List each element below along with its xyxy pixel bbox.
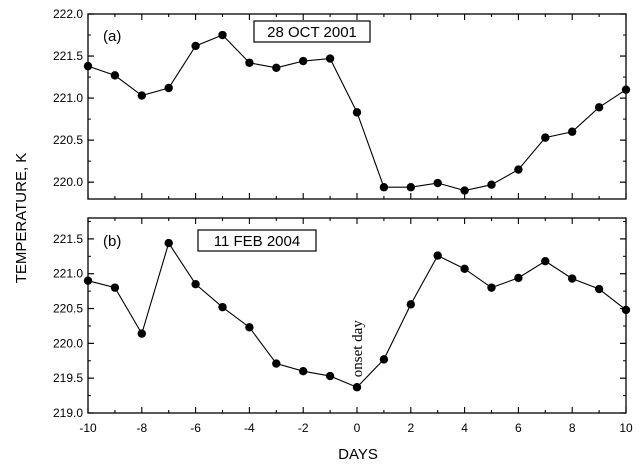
data-point	[568, 127, 577, 136]
data-point	[272, 359, 281, 368]
data-point	[83, 276, 93, 285]
data-point	[406, 183, 415, 192]
y-tick-label: 220.5	[53, 133, 83, 147]
data-point	[433, 251, 442, 260]
data-point	[191, 279, 200, 289]
y-tick-label: 220.5	[53, 302, 83, 316]
x-tick-label: -6	[190, 421, 201, 435]
data-point	[325, 54, 335, 63]
y-tick-label: 222.0	[53, 7, 83, 21]
data-point	[594, 103, 604, 112]
y-tick-label: 221.0	[53, 267, 83, 281]
data-point	[137, 329, 146, 338]
x-tick-label: -10	[79, 421, 97, 435]
panel-b: 219.0 219.5 220.0 220.5 221.0 221.5 (b) 11 FEB …	[53, 217, 631, 420]
date-label-box	[197, 229, 317, 252]
date-label: 11 FEB 2004	[214, 233, 300, 250]
date-label: 28 OCT 2001	[267, 24, 357, 41]
data-point	[299, 56, 308, 66]
data-point	[164, 238, 173, 248]
x-tick-label: 2	[407, 421, 414, 435]
data-point	[272, 63, 281, 73]
data-point	[406, 300, 415, 309]
y-tick-label: 219.5	[53, 371, 83, 385]
data-point	[460, 186, 469, 195]
y-axis-title: TEMPERATURE, K	[13, 153, 30, 284]
x-tick-label: -2	[298, 421, 309, 435]
data-point	[621, 85, 631, 94]
data-point	[379, 183, 389, 192]
y-tick-label: 219.0	[53, 406, 83, 420]
y-tick-label: 221.5	[53, 232, 83, 246]
data-point	[191, 41, 200, 51]
data-point	[110, 283, 120, 292]
onset-day-annotation: onset day	[350, 320, 366, 378]
data-point	[352, 108, 362, 117]
x-tick-label: -8	[136, 421, 147, 435]
x-axis-tick-labels: -10 -8 -6 -4 -2 0 2 4 6 8 10	[79, 421, 633, 435]
data-point	[352, 383, 362, 392]
y-tick-label: 221.0	[53, 91, 83, 105]
x-tick-label: 4	[461, 421, 468, 435]
panel-tag: (b)	[103, 233, 121, 250]
data-point	[594, 284, 604, 294]
data-point	[460, 264, 469, 274]
data-point	[218, 302, 227, 312]
data-point	[379, 355, 389, 364]
data-point	[514, 165, 523, 174]
panel-a: 220.0 220.5 221.0 221.5 222.0 (a) 28 OCT 2001	[53, 7, 631, 200]
data-point	[568, 274, 577, 283]
data-point	[621, 305, 631, 315]
date-label-box	[253, 20, 371, 43]
x-tick-label: 10	[619, 421, 633, 435]
data-point	[245, 58, 254, 67]
data-point	[137, 91, 146, 100]
y-tick-label: 220.0	[53, 175, 83, 189]
data-point	[514, 273, 523, 283]
y-tick-label: 220.0	[53, 336, 83, 350]
y-tick-label: 221.5	[53, 49, 83, 63]
x-tick-label: -4	[244, 421, 255, 435]
data-point	[245, 323, 254, 332]
data-point	[487, 283, 496, 292]
data-point	[433, 178, 442, 188]
x-tick-label: 8	[569, 421, 576, 435]
data-point	[541, 133, 550, 142]
data-point	[164, 83, 173, 93]
data-point	[218, 30, 227, 40]
data-point	[325, 371, 335, 381]
data-point	[541, 256, 550, 266]
x-axis-title: DAYS	[338, 446, 378, 463]
data-point	[487, 180, 496, 189]
panel-tag: (a)	[103, 28, 121, 45]
x-tick-label: 6	[515, 421, 522, 435]
data-point	[83, 61, 93, 71]
data-point	[110, 71, 120, 80]
x-tick-label: 0	[354, 421, 361, 435]
data-point	[299, 367, 308, 376]
